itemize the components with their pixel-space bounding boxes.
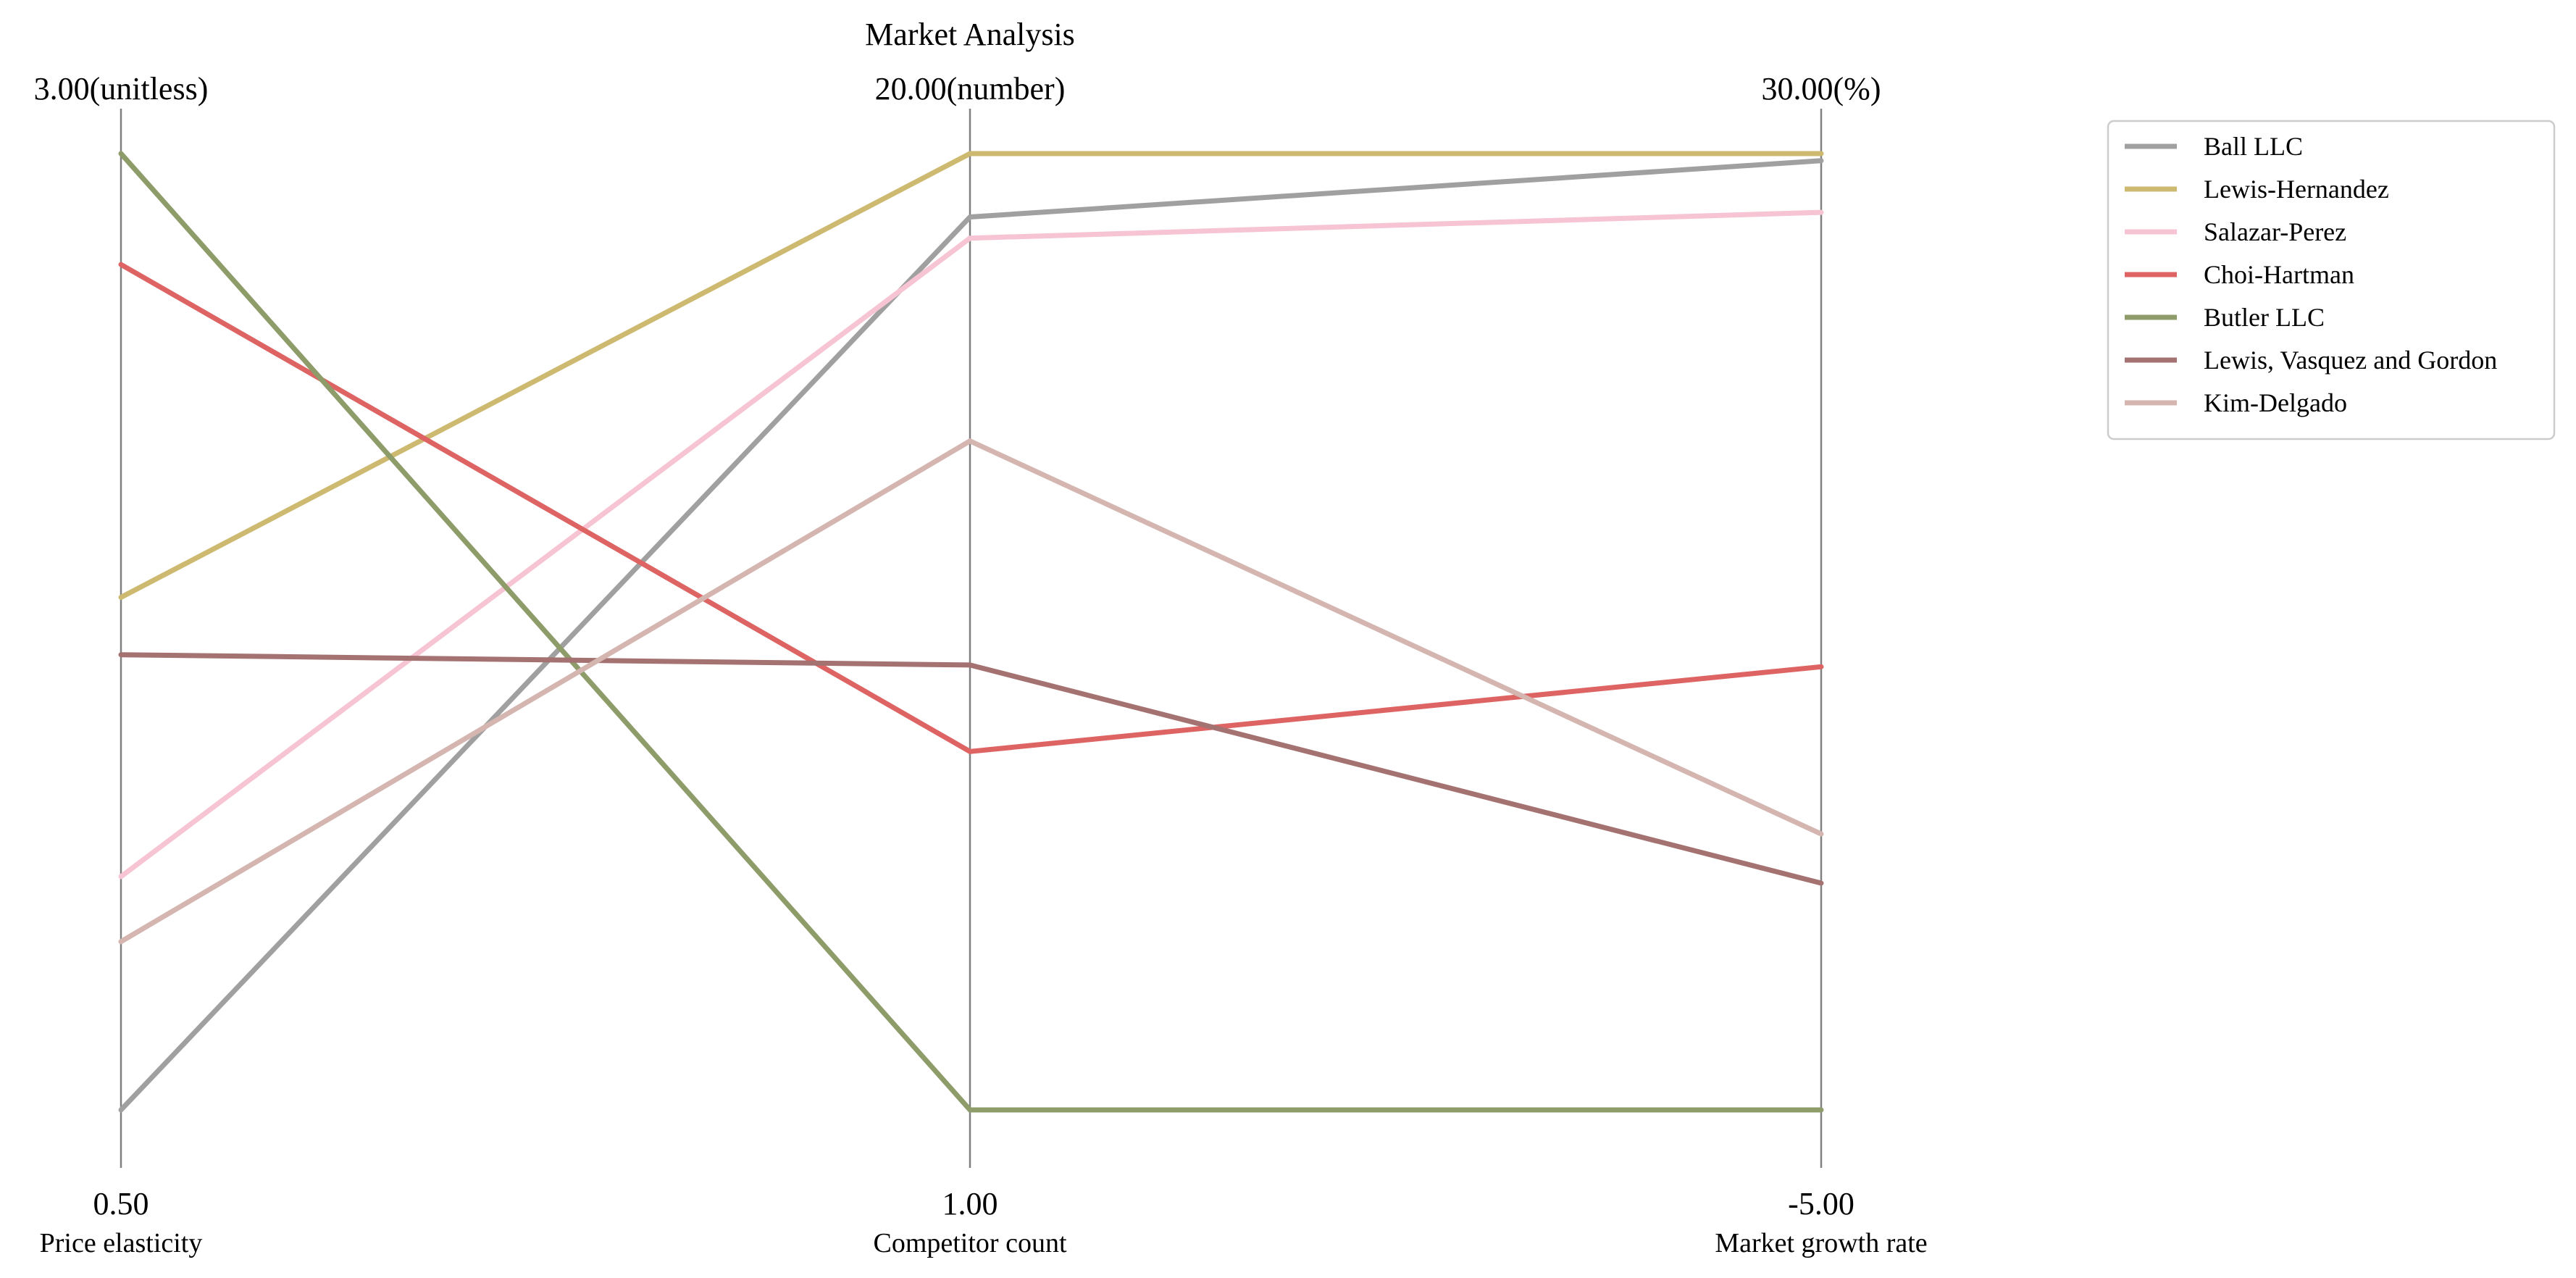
- legend-label-butler-llc: Butler LLC: [2204, 303, 2325, 332]
- legend-box: [2107, 120, 2556, 440]
- axis-min-label-competitor-count: 1.00: [942, 1186, 998, 1221]
- series-line-ball-llc: [118, 158, 1824, 1113]
- axis-max-label-price-elasticity: 3.00(unitless): [34, 71, 209, 106]
- axis-max-label-market-growth-rate: 30.00(%): [1762, 71, 1881, 106]
- series-line-kim-delgado: [118, 438, 1824, 945]
- axes-layer: 3.00(unitless) 0.50 Price elasticity 20.00(…: [34, 71, 1928, 1258]
- legend-label-choi-hartman: Choi-Hartman: [2204, 260, 2354, 289]
- legend-label-ball-llc: Ball LLC: [2204, 132, 2303, 161]
- legend: Ball LLC Lewis-Hernandez Salazar-Perez Choi…: [2107, 120, 2556, 440]
- legend-label-kim-delgado: Kim-Delgado: [2204, 388, 2347, 417]
- axis-min-label-price-elasticity: 0.50: [93, 1186, 149, 1221]
- axis-min-label-market-growth-rate: -5.00: [1788, 1186, 1854, 1221]
- series-line-lewis-vasquez-and-gordon: [118, 652, 1824, 886]
- series-layer: [118, 151, 1824, 1113]
- legend-label-salazar-perez: Salazar-Perez: [2204, 217, 2346, 246]
- legend-label-lewis-vasquez-and-gordon: Lewis, Vasquez and Gordon: [2204, 346, 2497, 375]
- legend-label-lewis-hernandez: Lewis-Hernandez: [2204, 175, 2389, 204]
- axis-name-market-growth-rate: Market growth rate: [1715, 1228, 1927, 1258]
- axis-name-competitor-count: Competitor count: [873, 1228, 1066, 1258]
- axis-max-label-competitor-count: 20.00(number): [875, 71, 1066, 106]
- axis-name-price-elasticity: Price elasticity: [40, 1228, 203, 1258]
- series-line-butler-llc: [118, 151, 1824, 1113]
- series-line-salazar-perez: [118, 209, 1824, 880]
- series-line-lewis-hernandez: [118, 151, 1824, 600]
- chart-title: Market Analysis: [865, 17, 1075, 52]
- series-line-choi-hartman: [118, 262, 1824, 754]
